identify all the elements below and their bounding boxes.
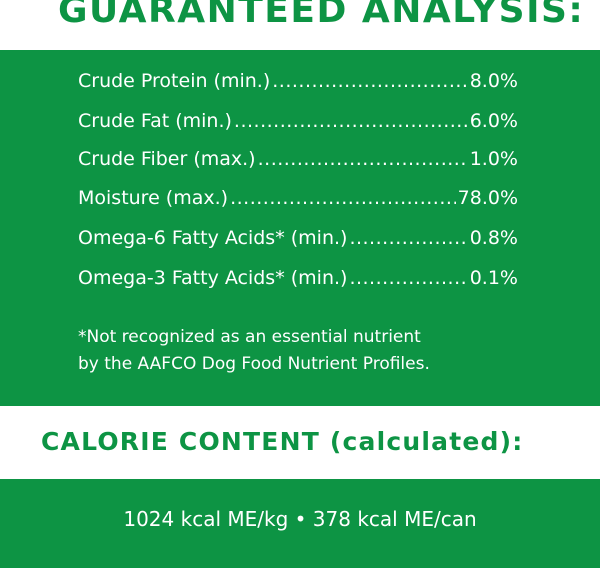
dot-leader bbox=[349, 227, 467, 249]
calorie-title: CALORIE CONTENT (calculated): bbox=[41, 427, 524, 456]
nutrient-row: Moisture (max.) 78.0% bbox=[78, 187, 518, 213]
analysis-header: GUARANTEED ANALYSIS: bbox=[0, 0, 600, 50]
nutrient-label: Crude Fat (min.) bbox=[78, 110, 232, 132]
nutrient-value: 0.1% bbox=[469, 267, 518, 289]
dot-leader bbox=[349, 267, 467, 289]
nutrient-value: 8.0% bbox=[469, 70, 518, 92]
calorie-value: 1024 kcal ME/kg • 378 kcal ME/can bbox=[123, 507, 477, 531]
nutrient-label: Crude Fiber (max.) bbox=[78, 148, 256, 170]
nutrient-row: Omega-3 Fatty Acids* (min.) 0.1% bbox=[78, 267, 518, 293]
nutrient-row: Omega-6 Fatty Acids* (min.) 0.8% bbox=[78, 227, 518, 253]
nutrient-value: 1.0% bbox=[469, 148, 518, 170]
nutrient-value: 0.8% bbox=[469, 227, 518, 249]
calorie-header: CALORIE CONTENT (calculated): bbox=[0, 406, 600, 479]
nutrient-row: Crude Fat (min.) 6.0% bbox=[78, 110, 518, 136]
nutrient-row: Crude Fiber (max.) 1.0% bbox=[78, 148, 518, 174]
nutrient-label: Moisture (max.) bbox=[78, 187, 229, 209]
nutrient-value: 6.0% bbox=[469, 110, 518, 132]
analysis-panel: Crude Protein (min.) 8.0% Crude Fat (min… bbox=[0, 50, 600, 406]
dot-leader bbox=[234, 110, 468, 132]
dot-leader bbox=[230, 187, 456, 209]
dot-leader bbox=[272, 70, 467, 92]
nutrient-label: Omega-3 Fatty Acids* (min.) bbox=[78, 267, 348, 289]
dot-leader bbox=[258, 148, 468, 170]
analysis-title: GUARANTEED ANALYSIS: bbox=[58, 0, 585, 31]
nutrient-row: Crude Protein (min.) 8.0% bbox=[78, 70, 518, 96]
nutrient-label: Omega-6 Fatty Acids* (min.) bbox=[78, 227, 348, 249]
calorie-panel: 1024 kcal ME/kg • 378 kcal ME/can bbox=[0, 479, 600, 568]
nutrient-label: Crude Protein (min.) bbox=[78, 70, 271, 92]
nutrient-value: 78.0% bbox=[457, 187, 518, 209]
footnote-line-1: *Not recognized as an essential nutrient bbox=[78, 327, 421, 347]
footnote-line-2: by the AAFCO Dog Food Nutrient Profiles. bbox=[78, 354, 430, 374]
